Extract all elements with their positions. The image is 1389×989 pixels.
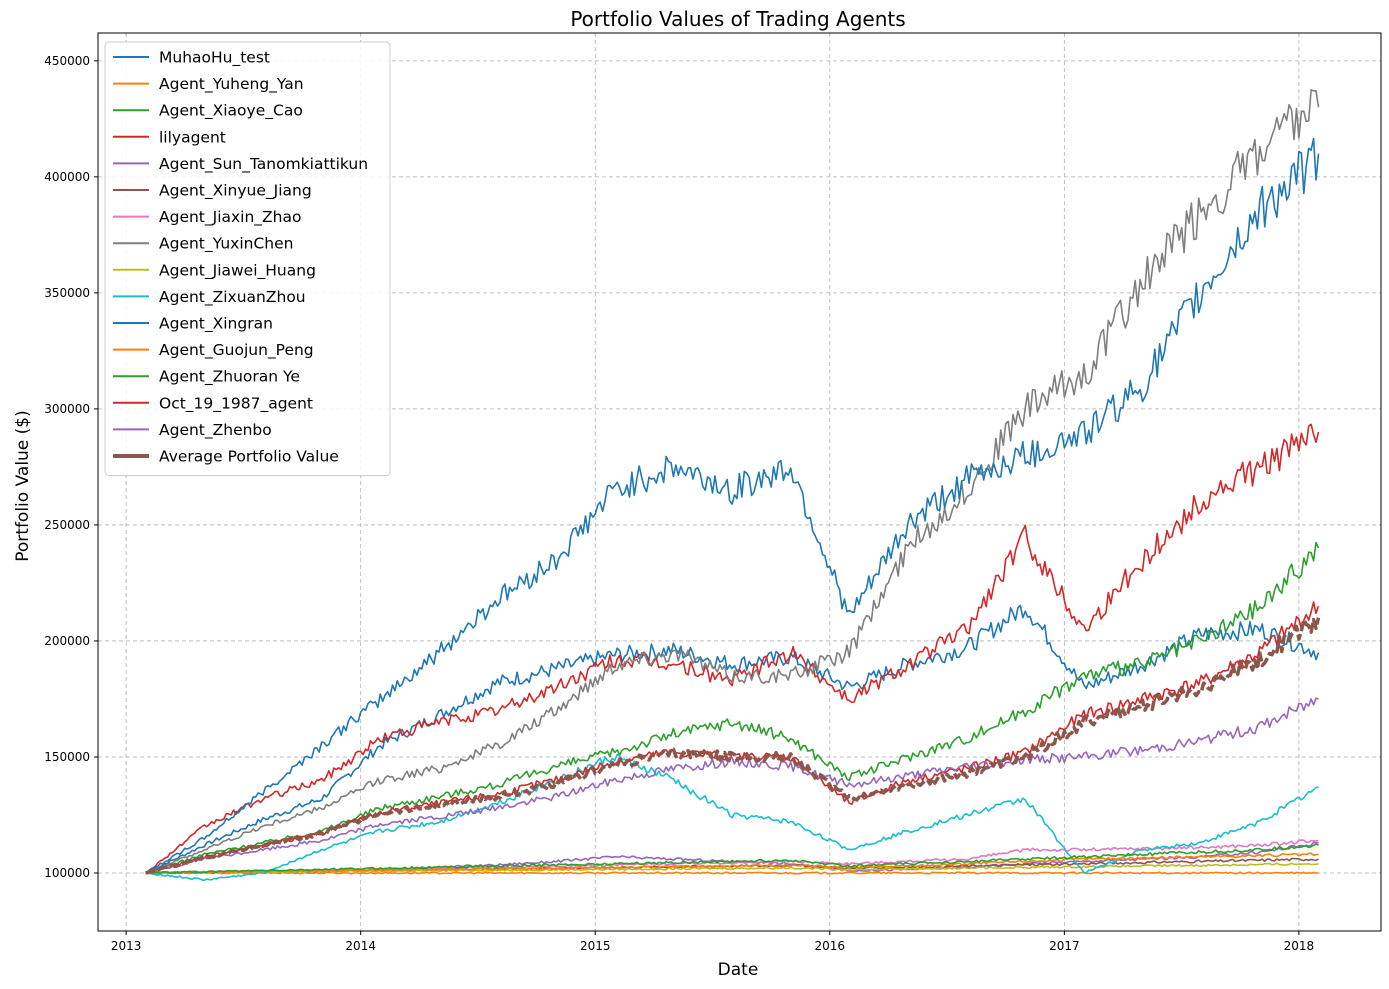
y-tick-label: 300000	[44, 402, 90, 416]
x-tick-label: 2014	[345, 939, 376, 953]
legend-frame	[104, 41, 391, 477]
x-tick-label: 2018	[1284, 939, 1315, 953]
chart-title: Portfolio Values of Trading Agents	[570, 7, 905, 31]
y-tick-label: 400000	[44, 170, 90, 184]
series-line-agent-yuxinchen	[145, 89, 1320, 874]
legend-label: Agent_YuxinChen	[159, 235, 293, 254]
legend-label: Agent_Yuheng_Yan	[159, 75, 304, 94]
legend-label: Agent_ZixuanZhou	[159, 288, 306, 307]
legend-label: Agent_Zhuoran Ye	[159, 368, 300, 387]
plot-frame	[97, 32, 1382, 932]
series-line-agent-yuheng-yan	[145, 871, 1319, 875]
x-axis-label: Date	[718, 960, 759, 980]
series-line-muhaohu-test	[145, 604, 1320, 874]
legend-label: Agent_Jiaxin_Zhao	[159, 208, 301, 227]
series-line-average-portfolio-value	[145, 617, 1321, 875]
y-axis-label: Portfolio Value ($)	[13, 410, 33, 562]
series-line-agent-guojun-peng	[145, 852, 1319, 875]
y-tick-label: 100000	[44, 866, 90, 880]
y-tick-label: 150000	[44, 750, 90, 764]
series-line-lilyagent	[145, 423, 1320, 874]
legend-label: lilyagent	[159, 128, 226, 146]
legend-label: Agent_Sun_Tanomkiattikun	[159, 155, 368, 174]
legend-label: Agent_Xinyue_Jiang	[159, 182, 312, 201]
legend-label: Agent_Jiawei_Huang	[159, 261, 316, 280]
y-tick-label: 450000	[44, 54, 90, 68]
y-tick-label: 200000	[44, 634, 90, 648]
x-tick-label: 2015	[580, 939, 611, 953]
series-line-agent-jiaxin-zhao	[145, 839, 1319, 874]
legend-label: Oct_19_1987_agent	[159, 394, 313, 413]
x-tick-label: 2013	[111, 939, 142, 953]
legend-label: Average Portfolio Value	[159, 448, 339, 466]
legend-label: Agent_Xingran	[159, 315, 273, 334]
series-line-agent-zixuanzhou	[145, 753, 1319, 882]
legend-label: Agent_Zhenbo	[159, 421, 272, 440]
x-tick-label: 2017	[1049, 939, 1080, 953]
series-line-agent-jiawei-huang	[145, 862, 1319, 875]
x-tick-label: 2016	[815, 939, 846, 953]
y-tick-label: 250000	[44, 518, 90, 532]
series-line-agent-xingran	[145, 137, 1320, 874]
series-line-agent-zhenbo	[145, 697, 1319, 874]
y-tick-label: 350000	[44, 286, 90, 300]
series-line-agent-xiaoye-cao	[145, 541, 1320, 874]
series-line-agent-zhuoran-ye	[145, 843, 1319, 875]
legend-label: MuhaoHu_test	[159, 49, 270, 68]
legend-label: Agent_Guojun_Peng	[159, 341, 314, 360]
legend-label: Agent_Xiaoye_Cao	[159, 102, 303, 121]
x-axis-ticks: 2013 2014 2015 2016 2017 2018	[111, 931, 1314, 953]
series-layer	[145, 89, 1321, 882]
legend: MuhaoHu_test Agent_Yuheng_Yan Agent_Xiaoye…	[104, 41, 391, 477]
y-axis-ticks: 100000 150000 200000 250000 300000 350000 4000…	[44, 54, 98, 880]
